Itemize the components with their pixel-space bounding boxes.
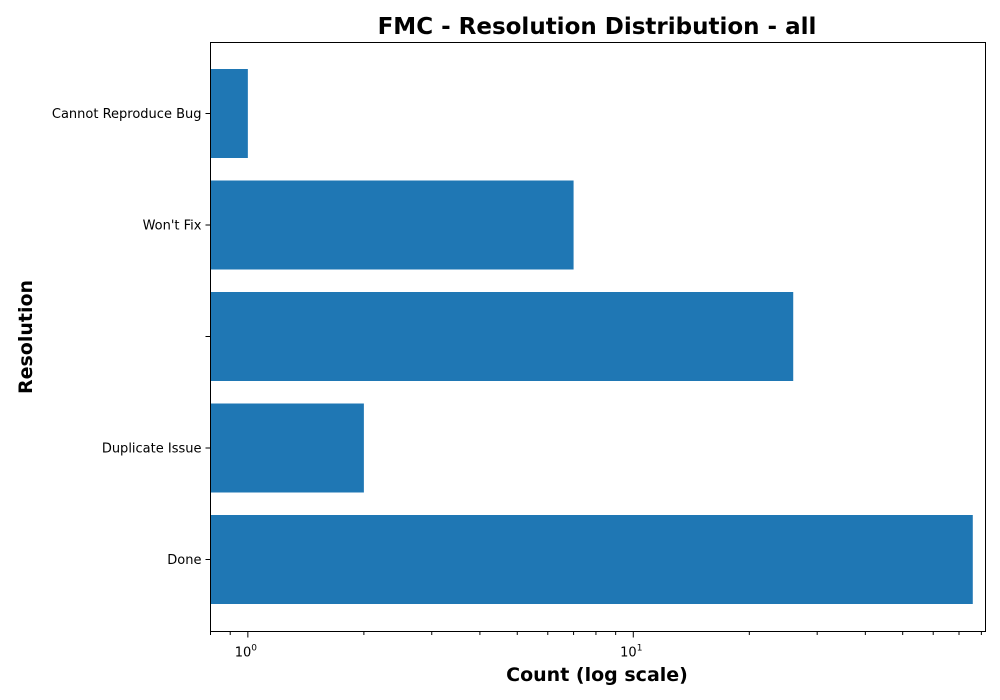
x-tick-label-base-0: 10 xyxy=(235,646,252,661)
x-tick-label-1: 101 xyxy=(620,644,642,661)
bar-4 xyxy=(210,69,248,158)
x-tick-label-base-1: 10 xyxy=(620,646,637,661)
bars-layer xyxy=(210,69,973,604)
y-tick-label-3: Won't Fix xyxy=(143,219,202,234)
x-tick-label-exponent-1: 1 xyxy=(637,644,643,654)
ticks-layer: Done Duplicate Issue Won't Fix Cannot Repro… xyxy=(52,107,982,661)
bar-2 xyxy=(210,292,794,381)
y-tick-label-0: Done xyxy=(167,553,201,568)
x-axis-label: Count (log scale) xyxy=(506,664,688,686)
y-tick-label-4: Cannot Reproduce Bug xyxy=(52,107,202,122)
bar-1 xyxy=(210,403,364,493)
x-tick-label-0: 100 xyxy=(235,644,258,661)
bar-0 xyxy=(210,515,973,604)
y-axis-label: Resolution xyxy=(15,280,37,394)
x-tick-label-exponent-0: 0 xyxy=(251,644,257,654)
chart-title: FMC - Resolution Distribution - all xyxy=(378,14,817,40)
y-tick-label-1: Duplicate Issue xyxy=(102,442,202,457)
plot-frame xyxy=(210,42,986,632)
bar-3 xyxy=(210,180,574,270)
